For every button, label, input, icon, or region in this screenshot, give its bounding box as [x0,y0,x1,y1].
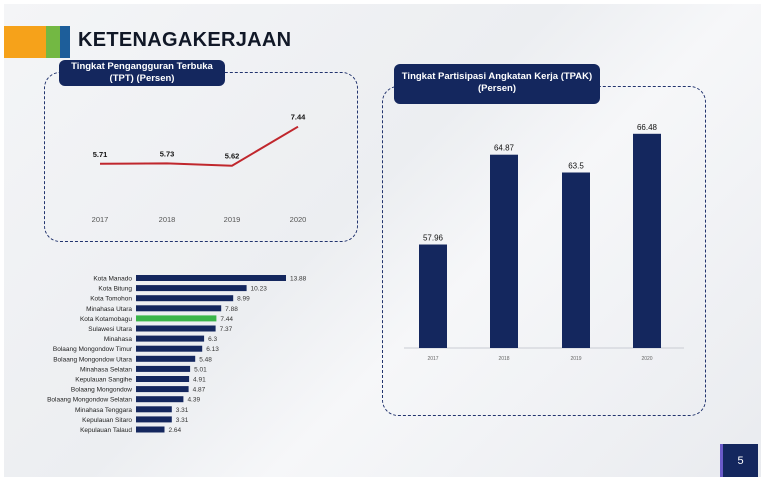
tpak-chart-title: Tingkat Partisipasi Angkatan Kerja (TPAK… [394,64,600,104]
region-bar [136,426,165,433]
region-data-label: 6.13 [206,346,219,353]
region-bar [136,376,190,382]
tpak-bar [633,133,661,348]
tpak-bar [419,244,447,348]
tpt-x-tick-label: 2020 [290,215,307,224]
region-bar [136,365,191,372]
region-data-label: 3.31 [176,417,189,424]
region-bar [136,335,205,342]
region-bar [136,275,286,281]
region-bar [136,285,247,292]
region-bar [136,305,222,312]
header-stripe-blue [60,26,70,58]
region-bar [136,315,217,322]
region-category-label: Kota Tomohon [90,296,132,303]
region-category-label: Kota Manado [93,276,132,283]
header-stripe-orange [4,26,46,58]
region-data-label: 13.88 [290,276,307,283]
tpak-bar [490,154,518,348]
region-category-label: Minahasa [104,336,133,343]
tpt-data-label: 5.73 [160,149,175,158]
region-data-label: 3.31 [176,407,189,414]
tpak-x-tick-label: 2020 [641,356,652,362]
region-category-label: Kepulauan Talaud [80,427,132,434]
tpak-bar [562,172,590,348]
region-bar [136,355,196,362]
tpt-x-tick-label: 2019 [224,215,241,224]
tpak-x-tick-label: 2019 [570,356,581,362]
region-category-label: Bolaang Mongondow Timur [53,346,133,353]
tpt-data-label: 5.71 [93,150,108,159]
region-category-label: Sulawesi Utara [88,326,132,333]
region-bar [136,396,184,403]
tpt-x-tick-label: 2018 [159,215,176,224]
region-data-label: 10.23 [251,286,268,293]
tpak-x-tick-label: 2017 [427,356,438,362]
region-data-label: 2.64 [169,427,182,434]
region-bar-chart: Kota Manado 13.88 Kota Bitung 10.23 Kota Tom… [47,275,307,434]
tpt-chart-title: Tingkat Pengangguran Terbuka (TPT) (Pers… [59,60,225,86]
region-data-label: 7.37 [220,326,233,333]
region-category-label: Minahasa Tenggara [75,407,132,414]
region-category-label: Bolaang Mongondow Utara [53,356,132,363]
region-bar [136,416,172,423]
slide: KETENAGAKERJAAN Tingkat Pengangguran Ter… [4,4,761,477]
tpak-data-label: 63.5 [568,162,584,171]
region-bar [136,345,203,352]
tpak-x-tick-label: 2018 [498,356,509,362]
region-category-label: Kota Kotamobagu [80,316,132,323]
region-data-label: 4.91 [193,377,206,384]
region-data-label: 7.88 [225,306,238,313]
region-bar [136,325,216,332]
tpt-data-label: 5.62 [225,152,240,161]
region-category-label: Bolaang Mongondow Selatan [47,397,132,404]
region-bar [136,406,172,413]
tpak-data-label: 57.96 [423,234,444,243]
region-bar [136,386,189,393]
tpak-bar-chart: 57.96 2017 64.87 2018 63.5 2019 66.48 2020 [404,123,684,362]
region-data-label: 7.44 [220,316,233,323]
region-bar [136,295,234,302]
tpt-series-line [99,125,299,167]
region-data-label: 5.01 [194,366,207,373]
header-stripe-green [46,26,60,58]
page-title: KETENAGAKERJAAN [78,29,292,51]
region-category-label: Minahasa Utara [86,306,132,313]
page-number: 5 [720,444,758,477]
region-category-label: Kota Bitung [98,286,132,293]
region-data-label: 8.99 [237,296,250,303]
region-category-label: Kepulauan Sangihe [75,377,132,384]
region-data-label: 6.3 [208,336,217,343]
region-data-label: 4.87 [193,387,206,394]
region-category-label: Kepulauan Sitaro [82,417,132,424]
tpt-data-label: 7.44 [291,113,306,122]
tpak-data-label: 64.87 [494,144,515,153]
tpt-line-chart: 5.71 2017 5.73 2018 5.62 2019 7.44 2020 [92,113,307,224]
tpt-x-tick-label: 2017 [92,215,109,224]
tpak-data-label: 66.48 [637,123,658,132]
region-category-label: Bolaang Mongondow [71,387,132,394]
region-category-label: Minahasa Selatan [80,366,132,373]
region-data-label: 5.48 [199,356,212,363]
region-data-label: 4.39 [187,397,200,404]
